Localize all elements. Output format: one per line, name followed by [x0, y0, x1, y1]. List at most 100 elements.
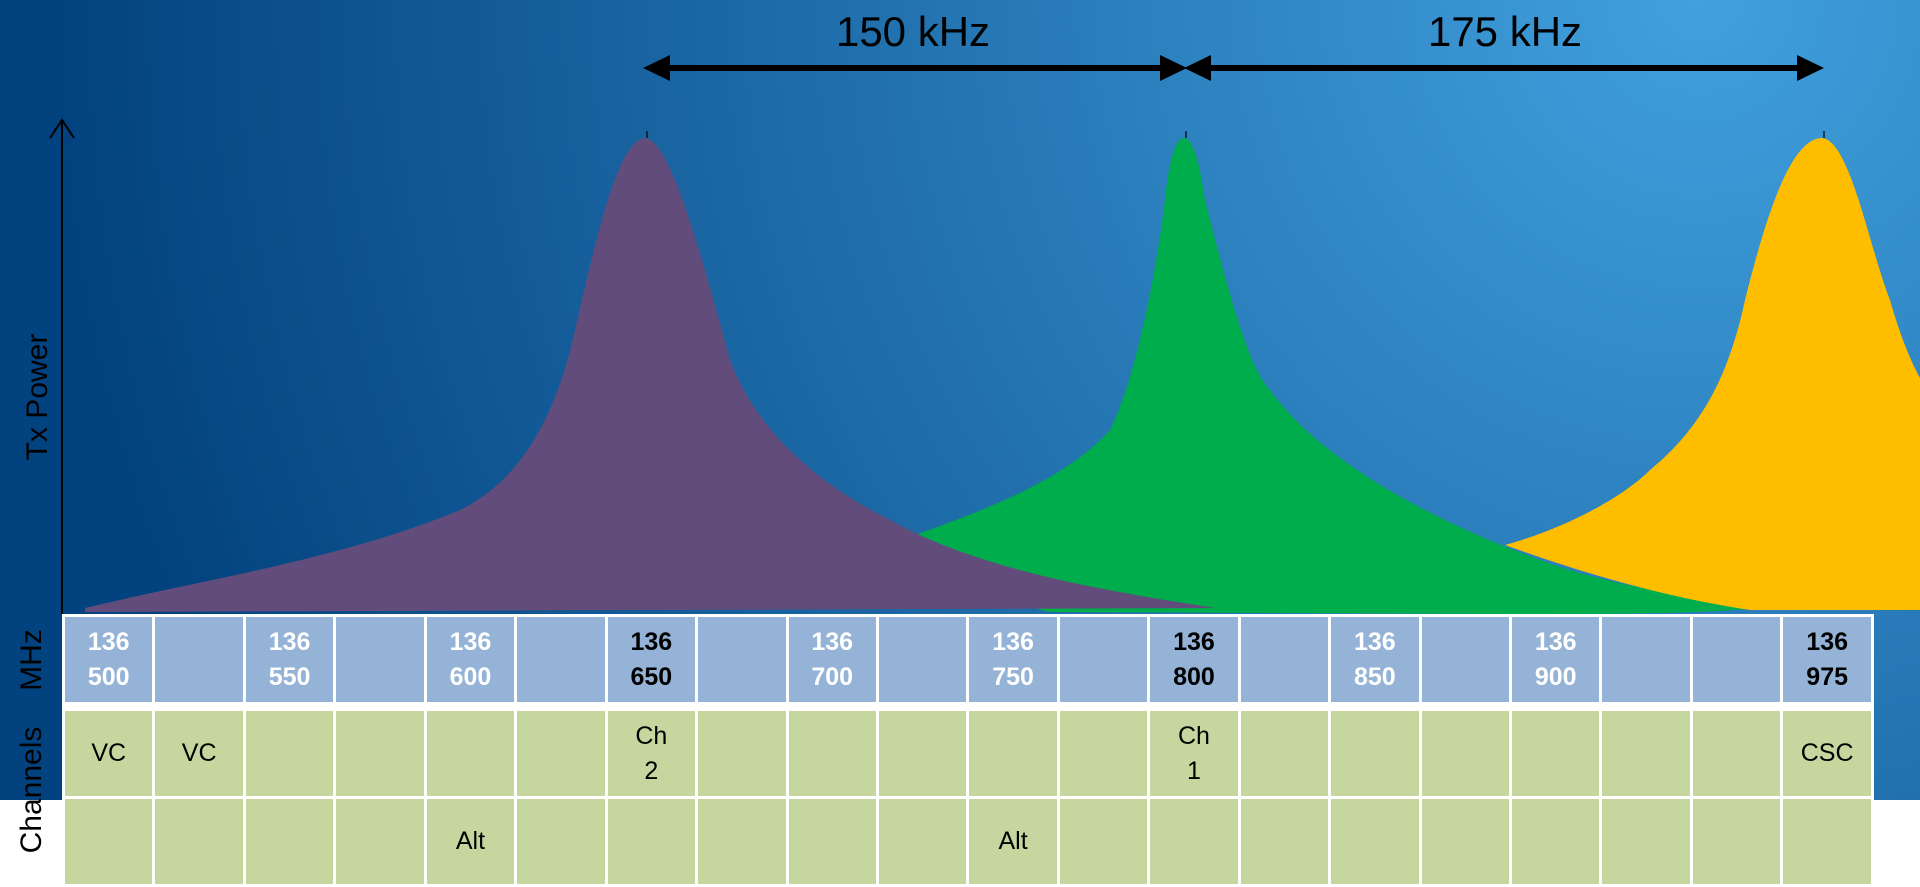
mhz-cell [875, 614, 970, 705]
mhz-cell [1056, 614, 1151, 705]
channel-cell [1237, 708, 1332, 799]
mhz-cell [152, 614, 246, 705]
mhz-cell [1418, 614, 1513, 705]
y-axis-label: Tx Power [21, 333, 54, 461]
channel-cell: VC [152, 708, 246, 799]
channel-cell-top: VC [181, 739, 217, 767]
mhz-cell-bottom: 900 [1534, 662, 1577, 691]
channel-cell [1689, 796, 1784, 887]
channel-cell: Ch 2 [604, 708, 699, 799]
channel-cell [695, 708, 789, 799]
spacing-label-150: 150 kHz [835, 8, 991, 55]
peak-purple [85, 138, 1215, 612]
channel-cell [1508, 708, 1603, 799]
channel-cell [242, 708, 337, 799]
mhz-cell: 136 900 [1508, 614, 1603, 705]
channel-cell-top: Ch [1177, 721, 1210, 750]
channels-row-2: Alt Alt [61, 796, 1874, 887]
channels-row-1: VC VC Ch 2 Ch 1 CSC [61, 708, 1874, 799]
mhz-cell-top: 136 [1173, 627, 1215, 656]
channel-cell [1780, 796, 1874, 887]
channel-cell [1328, 708, 1422, 799]
mhz-cell-top: 136 [992, 627, 1034, 656]
channel-cell [514, 708, 608, 799]
mhz-cell: 136 750 [966, 614, 1060, 705]
mhz-cell [1689, 614, 1784, 705]
mhz-cell: 136 600 [423, 614, 518, 705]
mhz-cell [695, 614, 789, 705]
mhz-cell-bottom: 650 [630, 662, 673, 691]
mhz-cell: 136 800 [1147, 614, 1241, 705]
channel-cell [604, 796, 699, 887]
mhz-cell [514, 614, 608, 705]
channel-cell: CSC [1780, 708, 1874, 799]
mhz-cell-top: 136 [1806, 627, 1849, 656]
mhz-cell: 136 975 [1780, 614, 1874, 705]
spacing-arrow-175 [1184, 55, 1824, 81]
separator-cell [62, 702, 1874, 711]
mhz-cell-top: 136 [87, 627, 130, 656]
channel-cell [333, 796, 427, 887]
mhz-cell-bottom: 800 [1173, 662, 1215, 691]
mhz-cell [333, 614, 427, 705]
mhz-cell [1237, 614, 1332, 705]
mhz-cell-bottom: 850 [1353, 662, 1396, 691]
channel-cell [875, 708, 970, 799]
mhz-cell: 136 850 [1328, 614, 1422, 705]
mhz-row-label: MHz [15, 629, 48, 691]
channel-cell [1237, 796, 1332, 887]
mhz-cell-top: 136 [630, 627, 673, 656]
mhz-row: 136 500 136 550 136 600 136 650 136 700 136 750 136 8… [61, 614, 1874, 705]
channel-cell [695, 796, 789, 887]
channel-cell [1056, 708, 1151, 799]
channel-table: 136 500 136 550 136 600 136 650 136 700 136 750 136 8… [61, 614, 1874, 887]
channel-cell [61, 796, 156, 887]
mhz-cell-top: 136 [1353, 627, 1396, 656]
row-separator [62, 702, 1874, 711]
channel-cell: VC [61, 708, 156, 799]
mhz-cell: 136 500 [61, 614, 156, 705]
spacing-label-175: 175 kHz [1427, 8, 1583, 55]
channel-cell-top: VC [91, 739, 127, 767]
mhz-cell-bottom: 500 [87, 662, 130, 691]
mhz-cell-top: 136 [1534, 627, 1577, 656]
channel-cell-bottom: 1 [1187, 756, 1201, 785]
peak-yellow [1505, 138, 1920, 610]
channel-cell [875, 796, 970, 887]
mhz-cell-top: 136 [268, 627, 311, 656]
channel-cell [423, 708, 518, 799]
mhz-cell-bottom: 975 [1806, 662, 1849, 691]
channels-row-label: Channels [15, 726, 48, 854]
channel-cell [242, 796, 337, 887]
channel-cell [1599, 796, 1693, 887]
mhz-cell-bottom: 550 [268, 662, 311, 691]
channel-cell [1147, 796, 1241, 887]
channel-cell [785, 708, 879, 799]
channel-cell [333, 708, 427, 799]
channel-cell [514, 796, 608, 887]
mhz-cell-bottom: 750 [992, 662, 1034, 691]
channel-cell [1056, 796, 1151, 887]
mhz-cell: 136 650 [604, 614, 699, 705]
channel-cell [1418, 708, 1513, 799]
channel-cell: Alt [966, 796, 1060, 887]
channel-cell-bottom: 2 [644, 756, 659, 785]
channel-cell [785, 796, 879, 887]
channel-cell [1508, 796, 1603, 887]
mhz-cell [1599, 614, 1693, 705]
y-axis-arrowhead [49, 118, 75, 139]
channel-cell [1689, 708, 1784, 799]
channel-cell-top: Ch [635, 721, 668, 750]
channel-cell: Ch 1 [1147, 708, 1241, 799]
channel-cell [1328, 796, 1422, 887]
spacing-arrow-150 [643, 55, 1187, 81]
channel-cell: Alt [423, 796, 518, 887]
channel-cell [1599, 708, 1693, 799]
white-corner [1906, 800, 1920, 871]
channel-cell [966, 708, 1060, 799]
mhz-cell-top: 136 [811, 627, 854, 656]
mhz-cell-bottom: 700 [811, 662, 854, 691]
mhz-cell: 136 550 [242, 614, 337, 705]
channel-cell [1418, 796, 1513, 887]
